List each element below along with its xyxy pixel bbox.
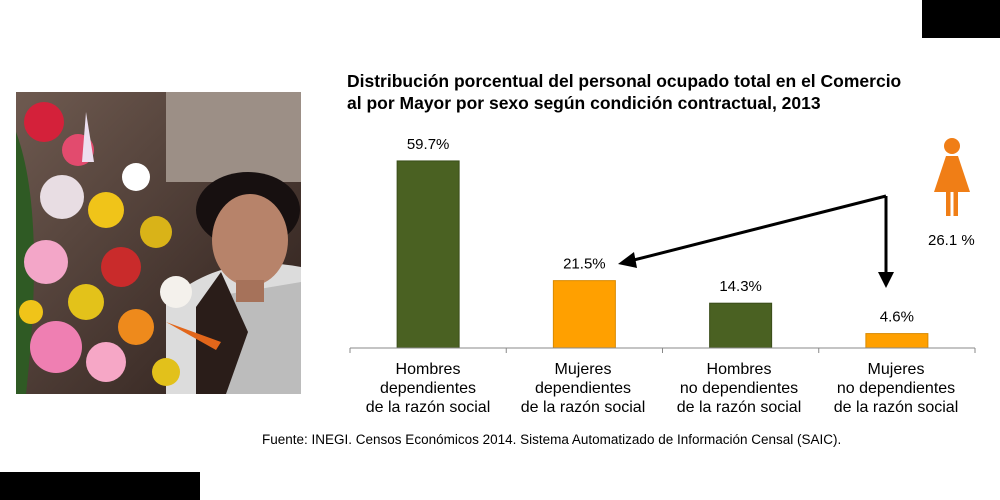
woman-icon: [934, 138, 970, 216]
category-label-1-line-3: de la razón social: [365, 399, 491, 416]
arrow-to-women-dependent: [629, 194, 887, 263]
category-label-4-line-2: no dependientes: [836, 380, 956, 397]
value-label-1: 59.7%: [407, 136, 450, 153]
category-label-3-line-2: no dependientes: [679, 380, 799, 397]
arrows: [618, 194, 894, 288]
category-label-1: Hombres dependientes de la razón social: [353, 360, 503, 417]
corner-bar-top-right: [922, 0, 1000, 38]
category-label-3: Hombres no dependientes de la razón soci…: [664, 360, 814, 417]
bar-4: [865, 333, 929, 349]
axis-layer: [349, 347, 976, 353]
category-label-2: Mujeres dependientes de la razón social: [508, 360, 658, 417]
category-label-2-line-2: dependientes: [534, 380, 632, 397]
value-label-3: 14.3%: [719, 278, 762, 295]
source-note: Fuente: INEGI. Censos Económicos 2014. S…: [262, 432, 842, 447]
category-label-4-line-3: de la razón social: [833, 399, 959, 416]
arrowhead-left-icon: [618, 252, 637, 268]
value-label-4: 4.6%: [880, 309, 914, 326]
value-labels-layer: 59.7% 21.5% 14.3% 4.6%: [407, 136, 914, 326]
category-label-4-line-1: Mujeres: [867, 361, 925, 378]
chart-title: Distribución porcentual del personal ocu…: [347, 70, 947, 114]
chart-title-line-1: Distribución porcentual del personal ocu…: [347, 71, 902, 91]
category-label-1-line-2: dependientes: [379, 380, 477, 397]
chart-title-line-2: al por Mayor por sexo según condición co…: [347, 93, 821, 113]
category-label-2-line-1: Mujeres: [554, 361, 612, 378]
category-label-1-line-1: Hombres: [395, 361, 461, 378]
corner-bar-bottom-left: [0, 472, 200, 500]
category-label-3-line-1: Hombres: [706, 361, 772, 378]
bars-layer: [396, 160, 929, 349]
arrowhead-down-icon: [878, 272, 894, 288]
category-label-4: Mujeres no dependientes de la razón soci…: [821, 360, 971, 417]
florist-photo: [16, 92, 301, 394]
bar-3: [709, 302, 773, 349]
women-total-percentage: 26.1 %: [928, 232, 975, 249]
bar-1: [396, 160, 460, 349]
category-label-3-line-3: de la razón social: [676, 399, 802, 416]
category-label-2-line-3: de la razón social: [520, 399, 646, 416]
bar-2: [552, 280, 616, 349]
value-label-2: 21.5%: [563, 256, 606, 273]
